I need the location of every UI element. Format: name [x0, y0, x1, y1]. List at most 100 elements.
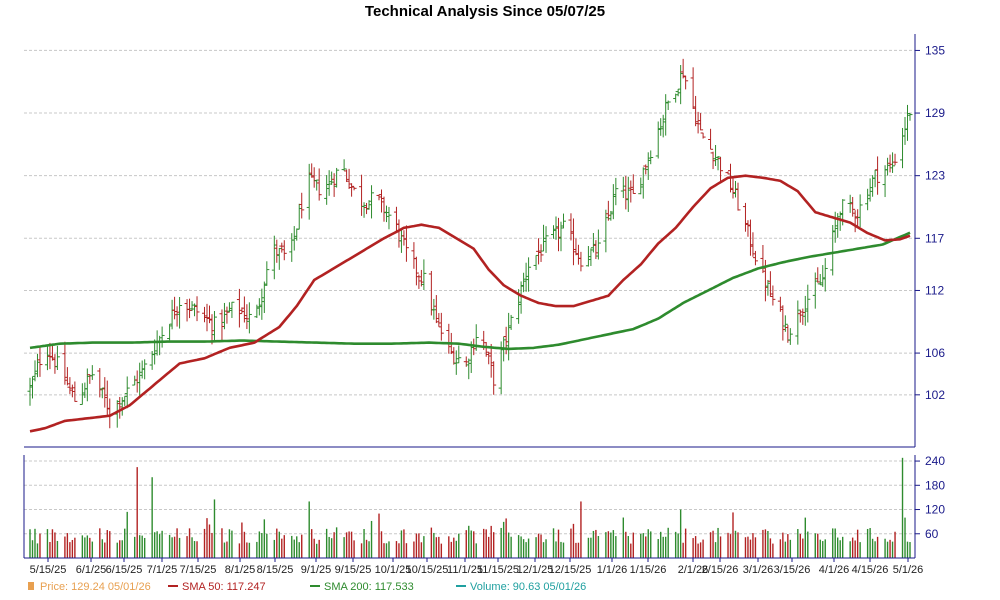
price-tick-label-102: 102 — [925, 388, 945, 402]
price-bar — [815, 267, 821, 283]
price-gridlines — [24, 49, 915, 396]
price-bar — [526, 257, 532, 292]
price-bar — [221, 302, 227, 330]
price-tick-label-135: 135 — [925, 43, 945, 57]
price-bar — [289, 233, 295, 262]
price-bar — [543, 226, 549, 253]
date-tick-label: 2/15/26 — [702, 564, 739, 576]
price-bar — [623, 175, 629, 210]
chart-title: Technical Analysis Since 05/07/25 — [365, 3, 605, 20]
price-bar — [274, 239, 280, 263]
price-bar — [890, 152, 896, 173]
date-tick-label: 1/15/26 — [630, 564, 667, 576]
price-bar — [117, 396, 123, 419]
sma-50-line — [29, 174, 911, 433]
price-bar — [381, 196, 387, 222]
price-bar — [369, 185, 375, 219]
price-bar — [72, 381, 78, 402]
date-tick-label: 9/1/25 — [301, 564, 332, 576]
date-tick-label: 9/15/25 — [335, 564, 372, 576]
legend-volume-label: Volume: 90.63 05/01/26 — [470, 581, 586, 593]
price-bar — [630, 174, 636, 194]
price-bar — [349, 183, 355, 197]
price-bar — [436, 313, 442, 327]
price-bar — [742, 202, 748, 232]
price-bar — [124, 376, 130, 409]
price-bar — [341, 159, 347, 171]
price-bar — [655, 121, 661, 159]
price-bar — [134, 370, 140, 393]
price-bar — [104, 380, 110, 417]
price-bar — [710, 151, 716, 170]
price-bar — [640, 167, 646, 199]
price-bar — [872, 169, 878, 188]
price-bar — [820, 265, 826, 287]
date-tick-label: 4/15/26 — [852, 564, 889, 576]
price-bars — [27, 58, 913, 429]
price-bar — [32, 360, 38, 382]
price-bar — [767, 271, 773, 298]
price-bar — [433, 295, 439, 324]
price-bar — [174, 306, 180, 327]
price-bar — [885, 157, 891, 176]
legend-price-label: Price: 129.24 05/01/26 — [40, 581, 151, 593]
price-bar — [393, 206, 399, 232]
legend-sma200-label: SMA 200: 117.533 — [324, 581, 414, 593]
price-bar — [299, 192, 305, 219]
price-bar — [167, 324, 173, 341]
price-bar — [902, 116, 908, 145]
price-bar — [438, 312, 444, 341]
price-bar — [678, 65, 684, 105]
price-bar — [887, 154, 893, 173]
price-bar — [610, 184, 616, 220]
price-bar — [67, 377, 73, 394]
price-bar — [795, 300, 801, 345]
price-bar — [264, 261, 270, 286]
price-bar — [122, 395, 128, 406]
date-tick-label: 3/1/26 — [743, 564, 774, 576]
price-bar — [54, 345, 60, 370]
price-bar — [830, 224, 836, 276]
price-bar — [700, 132, 706, 139]
price-bar — [142, 359, 148, 380]
price-bar — [695, 111, 701, 134]
price-bar — [660, 114, 666, 138]
price-tick-label-129: 129 — [925, 106, 945, 120]
price-bar — [770, 285, 776, 306]
price-bar — [204, 303, 210, 332]
price-bar — [398, 229, 404, 253]
chart-axes — [23, 34, 916, 559]
price-bar — [608, 210, 614, 221]
price-bar — [523, 262, 529, 292]
price-bar — [538, 244, 544, 262]
price-bar — [324, 175, 330, 205]
date-tick-label: 10/1/25 — [375, 564, 412, 576]
price-bar — [421, 259, 427, 291]
price-bar — [276, 247, 282, 270]
price-bar — [658, 118, 664, 136]
price-bar — [351, 186, 357, 191]
price-bar — [364, 202, 370, 215]
price-bar — [905, 104, 911, 141]
price-tick-label-117: 117 — [925, 231, 944, 245]
price-bar — [62, 341, 68, 385]
date-tick-label: 7/15/25 — [180, 564, 217, 576]
price-bar — [219, 309, 225, 341]
price-bar — [805, 284, 811, 323]
price-bar — [403, 225, 409, 262]
price-bar — [725, 171, 731, 175]
price-bar — [780, 305, 786, 341]
price-bar — [296, 203, 302, 230]
price-bar — [765, 279, 771, 296]
price-bar — [64, 367, 70, 386]
price-bar — [850, 196, 856, 217]
price-bar — [259, 288, 265, 320]
price-bar — [852, 210, 858, 233]
volume-axis-ticks: 60 120 180 240 — [915, 454, 945, 541]
price-bar — [311, 167, 317, 188]
price-bar — [271, 235, 277, 280]
price-bar — [229, 301, 235, 318]
price-bar — [613, 177, 619, 206]
price-bar — [875, 156, 881, 195]
price-bar — [314, 179, 320, 191]
